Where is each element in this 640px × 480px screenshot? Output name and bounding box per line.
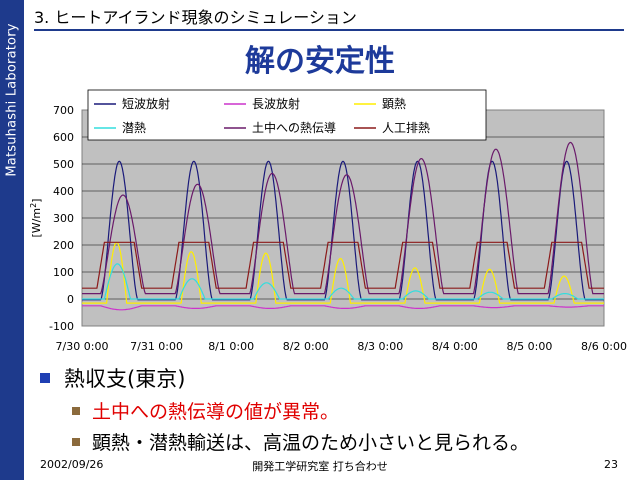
x-tick-label: 8/6 0:00 (581, 340, 627, 353)
bullet-main-text: 熱収支(東京) (64, 367, 186, 391)
y-tick-label: 600 (53, 131, 74, 144)
bullet-ground-conduction: 土中への熱伝導の値が異常。 (72, 397, 339, 424)
series-line (82, 241, 604, 304)
y-tick-label: 200 (53, 239, 74, 252)
x-tick-label: 8/5 0:00 (506, 340, 552, 353)
sidebar-band: Matsuhashi Laboratory (0, 0, 24, 480)
series-line (82, 141, 604, 295)
series-line (82, 263, 604, 300)
footer-date: 2002/09/26 (40, 458, 104, 471)
y-tick-label: -100 (49, 320, 74, 333)
y-tick-label: 0 (67, 293, 74, 306)
x-tick-label: 7/31 0:00 (130, 340, 183, 353)
heat-balance-chart: -100 0 100 200 300 400 500 600 700 7/30 0:00 7/31 … (29, 89, 627, 353)
legend-label: 長波放射 (252, 96, 300, 111)
bullet-square-icon (72, 406, 80, 415)
y-tick-label: 100 (53, 266, 74, 279)
series-line (82, 305, 604, 311)
legend-label: 土中への熱伝導 (252, 120, 336, 135)
y-tick-label: 300 (53, 212, 74, 225)
series-line (82, 241, 604, 289)
footer-meeting: 開発工学研究室 打ち合わせ (252, 460, 388, 473)
bullet-heat-balance: 熱収支(東京) (40, 363, 185, 393)
section-title: 3. ヒートアイランド現象のシミュレーション (34, 8, 357, 27)
bullet-sub2-text: 顕熱・潜熱輸送は、高温のため小さいと見られる。 (92, 432, 530, 454)
x-tick-label: 8/2 0:00 (283, 340, 329, 353)
x-tick-label: 8/4 0:00 (432, 340, 478, 353)
y-axis-label: [W/m2] (29, 199, 43, 238)
x-tick-label: 8/3 0:00 (357, 340, 403, 353)
title-divider (34, 29, 624, 31)
y-tick-label: 700 (53, 104, 74, 117)
x-tick-label: 8/1 0:00 (208, 340, 254, 353)
x-tick-label: 7/30 0:00 (56, 340, 109, 353)
y-tick-label: 400 (53, 185, 74, 198)
series-line (82, 160, 604, 301)
bullet-sensible-latent: 顕熱・潜熱輸送は、高温のため小さいと見られる。 (72, 428, 529, 455)
y-tick-label: 500 (53, 158, 74, 171)
bullet-square-icon (40, 373, 50, 383)
footer-page-number: 23 (604, 458, 618, 471)
bullet-square-icon (72, 437, 80, 446)
slide-title: 解の安定性 (245, 44, 395, 79)
legend-label: 短波放射 (122, 96, 170, 111)
legend-label: 顕熱 (382, 97, 406, 111)
legend-label: 潜熱 (122, 121, 146, 135)
legend-label: 人工排熱 (382, 121, 430, 135)
legend-box (87, 89, 487, 141)
bullet-sub1-text: 土中への熱伝導の値が異常。 (92, 401, 340, 423)
